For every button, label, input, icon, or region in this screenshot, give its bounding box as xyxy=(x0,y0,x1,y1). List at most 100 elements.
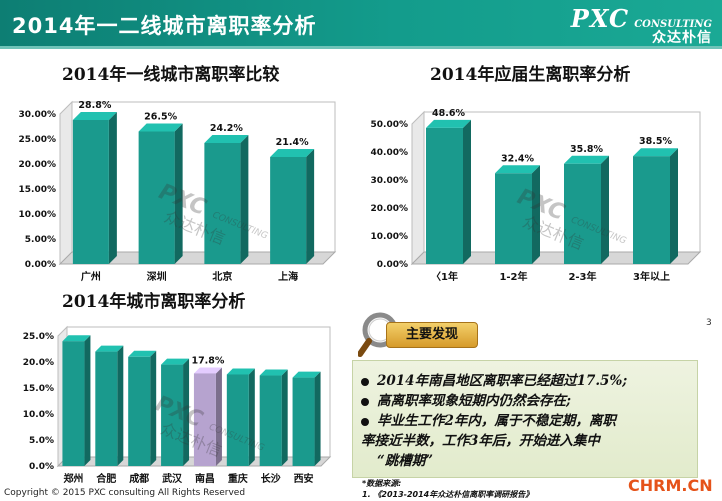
logo-sub: CONSULTING xyxy=(634,19,712,30)
bar-front xyxy=(270,157,307,264)
bar-top xyxy=(62,335,91,342)
chart-first-tier-cities: 0.00% 5.00% 10.00% 15.00% 20.00% 25.00% 30.00%… xyxy=(19,100,337,283)
category-label: 南昌 xyxy=(195,472,215,485)
header-bar: 2014年一二线城市离职率分析 PXC CONSULTING 众达朴信 xyxy=(0,0,722,46)
bar-top xyxy=(226,368,255,375)
bar-front xyxy=(259,375,282,466)
bar-side xyxy=(532,165,540,264)
bar-top xyxy=(161,358,190,365)
bar-top xyxy=(495,165,540,174)
site-watermark: CHRM.CN xyxy=(628,476,713,495)
bar xyxy=(204,135,249,264)
bullet-icon xyxy=(361,397,369,406)
bar-top xyxy=(292,371,321,378)
y-tick-label: 10.0% xyxy=(23,410,54,420)
y-tick-label: 25.00% xyxy=(19,135,57,145)
category-label: 郑州 xyxy=(63,472,83,485)
chart3-title: 2014年城市离职率分析 xyxy=(62,292,246,312)
bar-top xyxy=(270,149,315,157)
bar-top xyxy=(204,135,249,143)
bar-front xyxy=(72,120,109,264)
bar-front xyxy=(226,374,249,466)
y-tick-label: 25.0% xyxy=(23,332,54,342)
chart-graduates: 0.00% 10.00% 20.00% 30.00% 40.00% 50.00% 48.6%… xyxy=(371,108,702,283)
bullet-icon xyxy=(361,417,369,426)
finding-item: 2014年南昌地区离职率已经超过17.5%; xyxy=(361,371,627,391)
bar-side xyxy=(215,367,222,466)
y-tick-label: 0.00% xyxy=(377,260,408,270)
bar xyxy=(95,345,124,466)
category-label: 广州 xyxy=(81,270,101,283)
bar-value-label: 28.8% xyxy=(78,100,111,111)
bar-front xyxy=(204,143,241,264)
bar xyxy=(270,149,315,264)
bar-front xyxy=(292,377,315,466)
bar-top xyxy=(193,367,222,374)
bar-front xyxy=(95,351,118,466)
bar-side xyxy=(183,358,190,466)
bar-value-label: 48.6% xyxy=(432,108,465,119)
y-tick-label: 0.00% xyxy=(25,260,56,270)
category-label: 上海 xyxy=(278,270,298,283)
y-tick-label: 30.00% xyxy=(19,110,57,120)
y-tick-label: 0.0% xyxy=(29,462,54,472)
category-label: 3年以上 xyxy=(633,270,670,283)
y-tick-label: 10.00% xyxy=(371,232,409,242)
category-label: 成都 xyxy=(129,472,149,485)
bar xyxy=(138,123,183,264)
category-label: 深圳 xyxy=(147,270,167,283)
bar-value-label: 26.5% xyxy=(144,112,177,123)
bar-top xyxy=(138,123,183,132)
category-label: 合肥 xyxy=(95,472,116,485)
logo-cn: 众达朴信 xyxy=(652,30,712,46)
category-label: 重庆 xyxy=(228,472,248,485)
bar-front xyxy=(62,341,85,466)
source-note-line: 1. 《2013-2014年众达朴信离职率调研报告》 xyxy=(362,490,534,499)
bar-value-label: 24.2% xyxy=(210,123,243,134)
bar-side xyxy=(601,155,609,264)
category-label: 〈1年 xyxy=(431,270,458,283)
bar-top xyxy=(128,350,157,357)
key-findings-badge: 主要发现 xyxy=(358,312,508,368)
bar-front xyxy=(633,156,670,264)
y-tick-label: 15.00% xyxy=(19,185,57,195)
bar-value-label: 21.4% xyxy=(276,137,309,148)
chart-cities: 0.0% 5.0% 10.0% 15.0% 20.0% 25.0% 郑州 合肥 成都 武汉 17.8… xyxy=(23,325,332,485)
y-tick-label: 50.00% xyxy=(371,120,409,130)
y-tick-label: 15.0% xyxy=(23,384,54,394)
bar-top xyxy=(426,119,471,128)
side-wall xyxy=(59,100,73,266)
bar-front xyxy=(128,356,151,466)
bar-side xyxy=(463,119,471,264)
bar-front xyxy=(495,173,532,264)
y-tick-label: 30.00% xyxy=(371,176,409,186)
y-tick-label: 10.00% xyxy=(19,210,57,220)
bar-top xyxy=(633,148,678,157)
bar-value-label: 38.5% xyxy=(639,136,672,147)
bar-side xyxy=(314,371,321,466)
bar-top xyxy=(72,112,117,120)
finding-item: 毕业生工作2年内，属于不稳定期，离职 xyxy=(361,411,616,431)
y-tick-label: 20.00% xyxy=(19,160,57,170)
bar-front xyxy=(138,131,175,264)
bar xyxy=(292,371,321,466)
side-wall xyxy=(411,110,425,266)
bar-value-label: 35.8% xyxy=(570,144,603,155)
bar xyxy=(259,369,288,466)
bar-side xyxy=(281,369,288,466)
bar xyxy=(72,112,117,264)
bar-side xyxy=(108,112,117,264)
bar-side xyxy=(84,335,91,466)
finding-item-continued: 率接近半数，工作3年后，开始进入集中 xyxy=(361,433,600,449)
page-title: 2014年一二线城市离职率分析 xyxy=(12,14,317,38)
bar-front xyxy=(161,364,184,466)
bar-side xyxy=(670,148,678,264)
bar-value-label: 17.8% xyxy=(191,355,224,366)
copyright-text: Copyright © 2015 PXC consulting All Righ… xyxy=(4,488,246,498)
bar xyxy=(633,148,678,264)
header-divider xyxy=(0,46,722,49)
bar-top xyxy=(95,345,124,352)
bar xyxy=(128,350,157,466)
bar-side xyxy=(117,345,124,466)
chart1-title: 2014年一线城市离职率比较 xyxy=(62,65,280,85)
